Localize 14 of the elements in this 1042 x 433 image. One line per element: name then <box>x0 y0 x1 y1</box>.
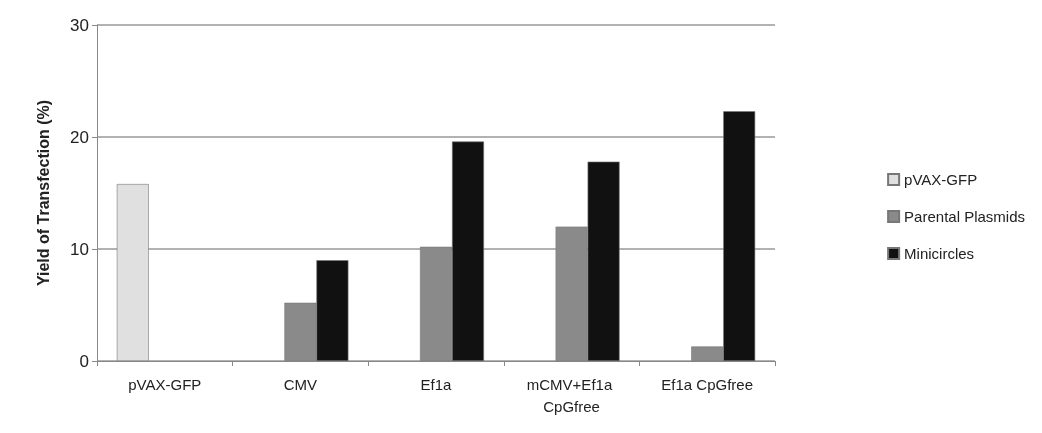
legend-label: Parental Plasmids <box>904 208 1025 225</box>
y-tick-label: 20 <box>70 127 89 147</box>
legend-label: pVAX-GFP <box>904 171 978 188</box>
legend-label: Minicircles <box>904 245 975 262</box>
y-tick-label: 10 <box>70 239 89 259</box>
x-tick-label: Ef1a <box>420 375 453 393</box>
x-tick-label: Ef1a CpGfree <box>661 375 754 393</box>
bar <box>116 184 149 361</box>
y-tick-label: 30 <box>70 15 89 35</box>
x-tick-label: pVAX-GFP <box>128 375 202 393</box>
y-axis-title: Yield of Transfection (%) <box>34 99 52 287</box>
x-tick-label: CMV <box>283 375 318 393</box>
y-tick-label: 0 <box>79 351 89 371</box>
x-tick-label: mCMV+Ef1a CpGfree <box>526 375 617 415</box>
